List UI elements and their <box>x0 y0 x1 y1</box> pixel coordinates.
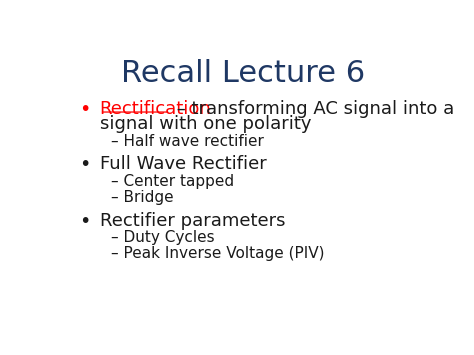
Text: – transforming AC signal into a: – transforming AC signal into a <box>171 100 454 118</box>
Text: – Bridge: – Bridge <box>110 190 173 205</box>
Text: •: • <box>79 155 91 175</box>
Text: •: • <box>79 100 91 119</box>
Text: •: • <box>79 212 91 231</box>
Text: – Half wave rectifier: – Half wave rectifier <box>110 133 264 149</box>
Text: – Peak Inverse Voltage (PIV): – Peak Inverse Voltage (PIV) <box>110 246 324 261</box>
Text: signal with one polarity: signal with one polarity <box>100 115 311 133</box>
Text: Full Wave Rectifier: Full Wave Rectifier <box>100 155 266 174</box>
Text: – Duty Cycles: – Duty Cycles <box>110 230 214 245</box>
Text: Recall Lecture 6: Recall Lecture 6 <box>121 59 365 88</box>
Text: Rectifier parameters: Rectifier parameters <box>100 212 285 230</box>
Text: – Center tapped: – Center tapped <box>110 174 234 189</box>
Text: Rectification: Rectification <box>100 100 211 118</box>
